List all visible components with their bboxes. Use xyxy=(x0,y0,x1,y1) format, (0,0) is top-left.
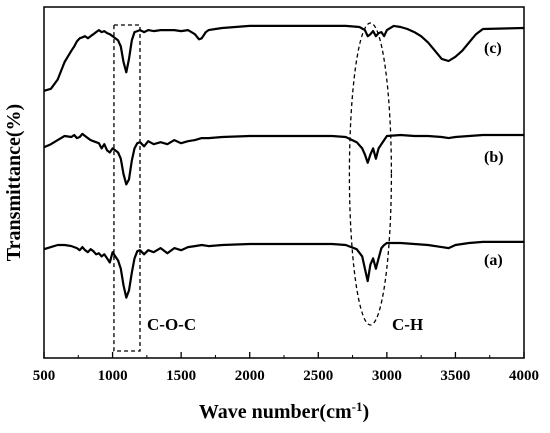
series-label-a: (a) xyxy=(484,252,503,269)
ch-highlight-ellipse xyxy=(348,22,393,326)
series-line-c xyxy=(43,24,525,92)
series-line-a xyxy=(43,240,524,299)
annotation-ch-label: C-H xyxy=(392,315,423,334)
series-label-c: (c) xyxy=(484,40,502,57)
x-axis-title: Wave number(cm-1) xyxy=(199,399,369,424)
x-tick-label: 1500 xyxy=(166,368,196,384)
series-layer xyxy=(43,24,525,299)
annotation-layer xyxy=(113,22,393,352)
coc-highlight-box xyxy=(113,24,141,352)
series-line-b xyxy=(43,132,524,186)
x-tick-label: 3500 xyxy=(440,368,470,384)
y-axis-title: Transmittance(%) xyxy=(3,104,25,261)
x-tick-label: 2500 xyxy=(303,368,333,384)
x-tick-label: 3000 xyxy=(372,368,402,384)
x-axis-ticks: 500 1000 1500 2000 2500 3000 3500 4000 xyxy=(33,352,539,384)
x-tick-label: 2000 xyxy=(235,368,265,384)
labels-layer: (c) (b) (a) C-O-C C-H xyxy=(147,40,504,334)
series-label-b: (b) xyxy=(484,149,504,166)
annotation-coc-label: C-O-C xyxy=(147,315,196,334)
x-tick-label: 1000 xyxy=(98,368,128,384)
x-tick-label: 500 xyxy=(33,368,56,384)
x-tick-label: 4000 xyxy=(509,368,539,384)
